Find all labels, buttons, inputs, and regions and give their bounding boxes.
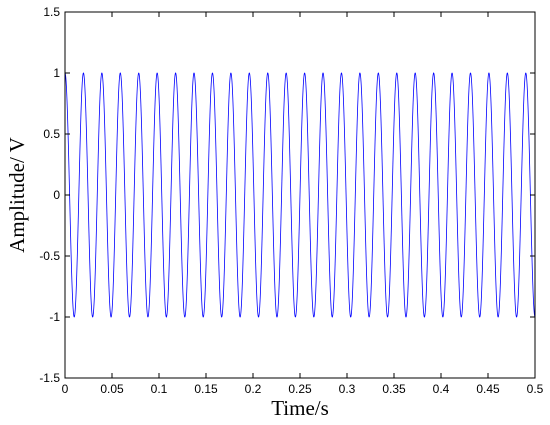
x-tick-label: 0.1 — [151, 382, 168, 396]
x-tick-label: 0.2 — [245, 382, 262, 396]
y-tick-label: 1 — [53, 66, 60, 80]
x-axis: 0 0.05 0.1 0.15 0.2 0.25 0.3 0.35 0.4 0.45 0.5 — [62, 12, 544, 396]
x-tick-label: 0.4 — [433, 382, 450, 396]
signal-layer — [64, 72, 536, 318]
y-tick-label: 1.5 — [43, 5, 60, 19]
x-tick-label: 0.35 — [382, 382, 406, 396]
x-tick-label: 0.05 — [100, 382, 124, 396]
x-tick-label: 0.3 — [339, 382, 356, 396]
x-tick-label: 0.5 — [527, 382, 544, 396]
x-tick-label: 0.15 — [194, 382, 218, 396]
x-tick-label: 0.25 — [288, 382, 312, 396]
x-axis-title: Time/s — [271, 396, 329, 420]
x-tick-label: 0 — [62, 382, 69, 396]
y-tick-label: -1 — [49, 310, 60, 324]
x-tick-label: 0.45 — [476, 382, 500, 396]
y-tick-label: 0.5 — [43, 127, 60, 141]
signal-line — [64, 72, 536, 318]
y-axis: 1.5 1 0.5 0 -0.5 -1 -1.5 — [39, 5, 535, 385]
y-tick-label: -1.5 — [39, 371, 60, 385]
y-tick-label: 0 — [53, 188, 60, 202]
y-tick-label: -0.5 — [39, 249, 60, 263]
y-axis-title: Amplitude/ V — [5, 137, 29, 253]
